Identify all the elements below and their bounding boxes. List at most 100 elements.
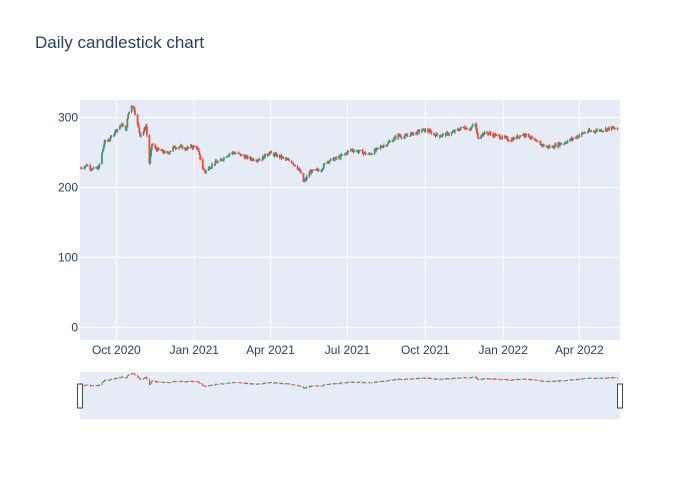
x-tick-label: Jan 2022 bbox=[479, 343, 529, 357]
candle-body bbox=[114, 129, 117, 133]
candle-body bbox=[178, 146, 181, 148]
candle-body bbox=[477, 137, 480, 139]
candle-body bbox=[162, 149, 164, 153]
candle-body bbox=[524, 136, 527, 138]
candle-body bbox=[122, 125, 125, 127]
candle-body bbox=[501, 135, 504, 139]
candle-body bbox=[203, 168, 206, 171]
range-slider-right-handle[interactable] bbox=[617, 383, 623, 409]
candle-body bbox=[219, 159, 222, 162]
candle-body bbox=[139, 131, 141, 137]
candle-body bbox=[594, 131, 597, 133]
candle-body bbox=[590, 130, 593, 132]
candle-body bbox=[134, 110, 136, 115]
candle-body bbox=[388, 141, 391, 143]
candle-body bbox=[328, 160, 331, 163]
candle-body bbox=[154, 145, 157, 149]
candle-body bbox=[375, 148, 378, 151]
candle-body bbox=[470, 126, 473, 128]
candle-body bbox=[447, 132, 450, 135]
candle-body bbox=[316, 169, 319, 171]
candle-body bbox=[255, 160, 258, 162]
candle-body bbox=[166, 151, 169, 153]
candle-body bbox=[128, 111, 130, 115]
candle-body bbox=[539, 141, 542, 146]
candle-body bbox=[392, 140, 395, 142]
x-tick-label: Apr 2021 bbox=[246, 343, 295, 357]
candle-body bbox=[104, 140, 107, 142]
candle-body bbox=[83, 167, 86, 169]
candle-body bbox=[409, 135, 411, 137]
candle-body bbox=[399, 135, 402, 138]
candle-body bbox=[616, 127, 619, 129]
candle-body bbox=[282, 156, 285, 158]
candle-body bbox=[329, 158, 332, 161]
candle-body bbox=[584, 132, 587, 134]
range-slider-left-handle[interactable] bbox=[77, 383, 83, 409]
candle-body bbox=[151, 144, 154, 146]
candle-body bbox=[382, 146, 384, 148]
candle-body bbox=[476, 133, 479, 138]
candle-body bbox=[353, 150, 356, 152]
candle-body bbox=[252, 158, 255, 161]
y-tick-label: 200 bbox=[58, 180, 78, 194]
candle-body bbox=[126, 118, 129, 128]
candle-body bbox=[362, 152, 365, 155]
candle-body bbox=[193, 146, 196, 148]
candle-body bbox=[155, 148, 158, 150]
candle-body bbox=[364, 152, 367, 155]
candle-body bbox=[234, 153, 237, 155]
candle-body bbox=[244, 156, 247, 159]
candle-body bbox=[80, 167, 83, 169]
candle-body bbox=[371, 153, 373, 155]
x-tick-label: Oct 2021 bbox=[401, 343, 450, 357]
candle-body bbox=[185, 149, 188, 151]
candle-body bbox=[167, 153, 170, 155]
candle-body bbox=[322, 164, 325, 169]
candle-body bbox=[441, 134, 444, 137]
candle-body bbox=[552, 146, 555, 148]
candle-body bbox=[565, 142, 568, 144]
candle-body bbox=[222, 160, 224, 162]
candle-body bbox=[586, 131, 589, 133]
candle-body bbox=[581, 132, 583, 136]
range-slider-background[interactable] bbox=[80, 372, 620, 419]
candle-body bbox=[84, 166, 86, 168]
candle-body bbox=[410, 133, 412, 136]
candle-body bbox=[258, 159, 261, 161]
candle-body bbox=[450, 132, 453, 135]
candle-body bbox=[559, 143, 561, 146]
candle-body bbox=[529, 137, 532, 139]
candle-body bbox=[90, 169, 93, 171]
candle-body bbox=[268, 152, 271, 155]
candle-body bbox=[391, 141, 394, 143]
candle-body bbox=[311, 169, 314, 171]
candle-body bbox=[475, 123, 478, 130]
candle-body bbox=[215, 160, 218, 163]
candle-body bbox=[542, 144, 545, 147]
candle-body bbox=[157, 148, 160, 150]
candle-body bbox=[238, 152, 241, 154]
candle-body bbox=[323, 163, 326, 165]
candle-body bbox=[181, 145, 184, 150]
candle-body bbox=[397, 133, 400, 139]
candle-body bbox=[311, 169, 313, 174]
candle-body bbox=[463, 126, 466, 129]
candle-body bbox=[322, 168, 324, 170]
range-slider-preview bbox=[80, 373, 618, 389]
candle-body bbox=[197, 149, 200, 152]
candle-body bbox=[137, 123, 140, 128]
candle-body bbox=[394, 136, 397, 139]
candle-body bbox=[426, 129, 429, 132]
candle-body bbox=[523, 134, 526, 137]
candle-body bbox=[588, 129, 591, 131]
candle-body bbox=[498, 135, 501, 139]
candle-body bbox=[102, 145, 105, 150]
candle-body bbox=[320, 170, 323, 172]
candle-body bbox=[118, 126, 121, 129]
candle-body bbox=[240, 154, 243, 156]
candle-body bbox=[536, 141, 539, 143]
candle-body bbox=[199, 154, 202, 160]
candle-body bbox=[487, 133, 490, 135]
